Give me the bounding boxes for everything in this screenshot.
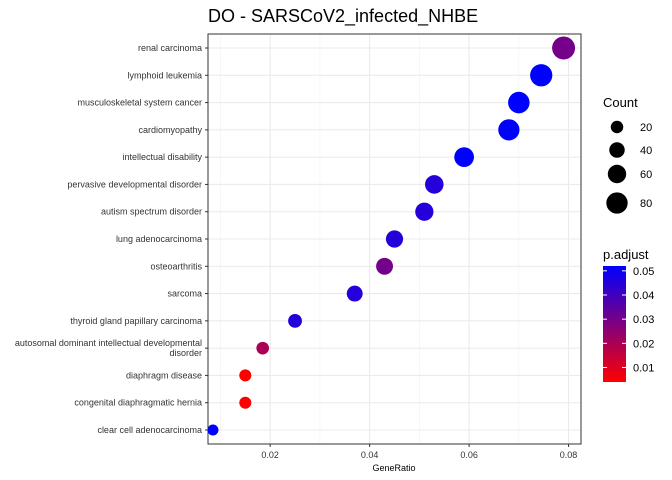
x-tick-label: 0.08 bbox=[560, 450, 578, 460]
plot-panel bbox=[207, 33, 582, 445]
data-point bbox=[376, 257, 394, 275]
p-adjust-colorbar bbox=[603, 266, 626, 382]
y-tick-label: thyroid gland papillary carcinoma bbox=[70, 316, 202, 326]
y-tick-label: lymphoid leukemia bbox=[127, 70, 202, 80]
data-point bbox=[207, 424, 219, 436]
x-tick-label: 0.06 bbox=[460, 450, 478, 460]
count-legend-key bbox=[607, 164, 627, 184]
data-point bbox=[508, 91, 530, 114]
y-tick-label: autosomal dominant intellectual developm… bbox=[15, 338, 202, 358]
data-point bbox=[425, 175, 444, 194]
p-adjust-legend-label: 0.04 bbox=[633, 290, 654, 302]
data-point bbox=[239, 369, 252, 382]
data-point bbox=[385, 230, 404, 248]
x-axis-labels: 0.02 0.04 0.06 0.08 bbox=[261, 444, 577, 460]
data-point bbox=[552, 36, 576, 60]
y-tick-label: cardiomyopathy bbox=[138, 125, 202, 135]
data-point bbox=[239, 396, 252, 409]
data-point bbox=[415, 202, 434, 221]
data-point bbox=[346, 285, 363, 302]
count-legend-label: 40 bbox=[640, 145, 652, 157]
data-point bbox=[256, 341, 270, 355]
data-point bbox=[454, 147, 474, 168]
x-axis-title: GeneRatio bbox=[372, 463, 415, 473]
p-adjust-legend-title: p.adjust bbox=[603, 247, 649, 262]
p-adjust-legend-label: 0.01 bbox=[633, 363, 654, 375]
count-legend-label: 60 bbox=[640, 169, 652, 181]
count-legend-key bbox=[609, 142, 625, 158]
y-tick-label: lung adenocarcinoma bbox=[116, 234, 202, 244]
p-adjust-legend: p.adjust 0.05 0.04 0.03 0.02 0.01 bbox=[603, 247, 654, 382]
y-tick-label: clear cell adenocarcinoma bbox=[97, 425, 202, 435]
count-legend-key bbox=[610, 120, 624, 134]
p-adjust-legend-label: 0.03 bbox=[633, 314, 654, 326]
p-adjust-legend-label: 0.02 bbox=[633, 338, 654, 350]
chart-title: DO - SARSCoV2_infected_NHBE bbox=[208, 6, 478, 27]
y-axis-labels: renal carcinoma lymphoid leukemia musculos… bbox=[15, 43, 208, 435]
count-legend-label: 80 bbox=[640, 198, 652, 210]
data-point bbox=[288, 313, 302, 328]
y-tick-label: pervasive developmental disorder bbox=[67, 179, 202, 189]
data-point bbox=[530, 64, 553, 87]
y-tick-label: congenital diaphragmatic hernia bbox=[74, 398, 202, 408]
count-legend-label: 20 bbox=[640, 122, 652, 134]
y-tick-label: renal carcinoma bbox=[138, 43, 202, 53]
y-tick-label: diaphragm disease bbox=[126, 370, 202, 380]
y-tick-label: autism spectrum disorder bbox=[101, 207, 202, 217]
x-tick-label: 0.04 bbox=[361, 450, 379, 460]
x-tick-label: 0.02 bbox=[261, 450, 279, 460]
count-legend-title: Count bbox=[603, 95, 638, 110]
count-legend-key bbox=[606, 192, 628, 214]
y-tick-label: intellectual disability bbox=[122, 152, 202, 162]
y-tick-label: musculoskeletal system cancer bbox=[77, 98, 202, 108]
data-point bbox=[498, 119, 520, 141]
p-adjust-legend-label: 0.05 bbox=[633, 266, 654, 278]
y-tick-label: osteoarthritis bbox=[150, 261, 202, 271]
y-tick-label: sarcoma bbox=[167, 289, 202, 299]
